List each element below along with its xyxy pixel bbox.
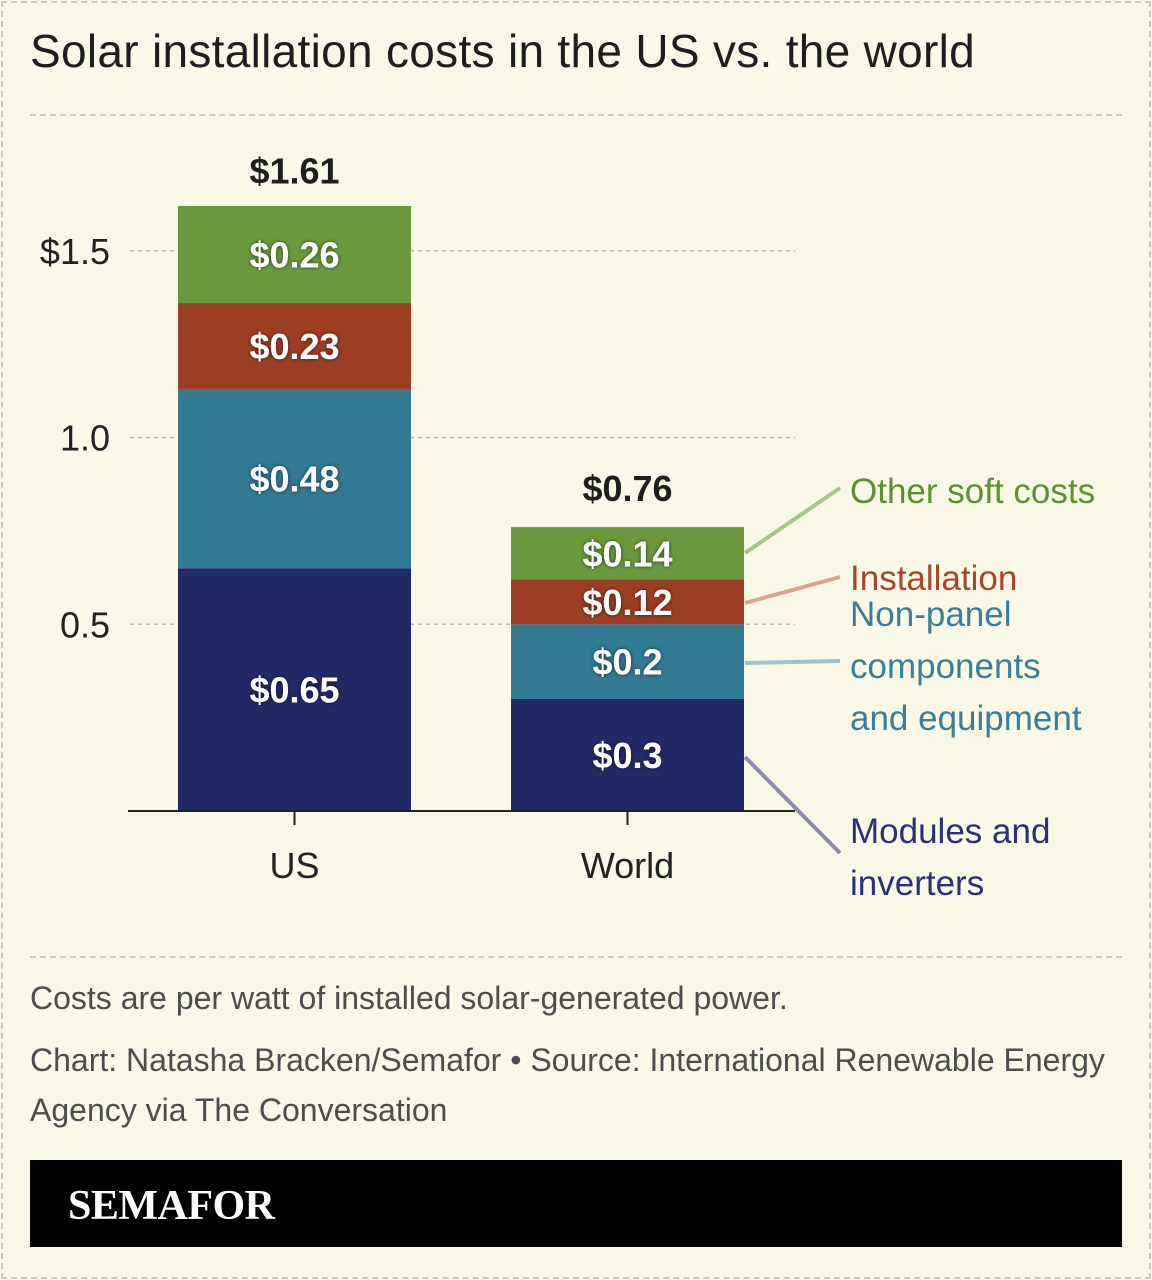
bar-segment bbox=[178, 303, 411, 389]
bar-segment bbox=[511, 624, 744, 699]
title-divider bbox=[30, 114, 1122, 116]
segment-value-label: $0.14 bbox=[582, 533, 672, 574]
segment-value-label: $0.12 bbox=[582, 582, 672, 623]
segment-value-label: $0.26 bbox=[249, 234, 339, 275]
x-tick-label: World bbox=[581, 845, 674, 886]
brand-bar: SEMAFOR bbox=[30, 1160, 1122, 1247]
segment-value-label: $0.23 bbox=[249, 326, 339, 367]
legend-leader-line bbox=[744, 659, 841, 665]
legend-leader-line bbox=[744, 575, 841, 605]
legend-leader-line bbox=[743, 486, 842, 555]
semafor-logo: SEMAFOR bbox=[68, 1183, 275, 1229]
footer-credit: Chart: Natasha Bracken/Semafor • Source:… bbox=[30, 1042, 1105, 1128]
y-tick-label: $1.5 bbox=[40, 231, 110, 272]
footer-divider bbox=[30, 956, 1122, 958]
legend-label: Installation bbox=[850, 559, 1017, 598]
total-value-label: $1.61 bbox=[249, 151, 339, 192]
bar-segment bbox=[511, 579, 744, 625]
y-tick-label: 0.5 bbox=[60, 604, 110, 645]
legend-label: Other soft costs bbox=[850, 472, 1095, 511]
legend-label: Modules and bbox=[850, 812, 1050, 851]
total-value-label: $0.76 bbox=[582, 468, 672, 509]
chart-title: Solar installation costs in the US vs. t… bbox=[30, 25, 976, 77]
segment-value-label: $0.65 bbox=[249, 670, 339, 711]
legend-label: components bbox=[850, 647, 1041, 686]
segment-value-label: $0.48 bbox=[249, 459, 339, 500]
segment-value-label: $0.2 bbox=[592, 642, 662, 683]
segment-value-label: $0.3 bbox=[592, 735, 662, 776]
legend-leader-line bbox=[743, 755, 842, 855]
footer-note: Costs are per watt of installed solar-ge… bbox=[30, 980, 788, 1016]
legend-label: and equipment bbox=[850, 699, 1082, 738]
bar-segment bbox=[178, 205, 411, 304]
bar-segment bbox=[178, 568, 411, 811]
legend-label: Non-panel bbox=[850, 595, 1012, 634]
bar-segment bbox=[511, 698, 744, 811]
bar-segment bbox=[511, 527, 744, 580]
legend-label: inverters bbox=[850, 864, 984, 903]
x-tick-label: US bbox=[269, 845, 319, 886]
bar-segment bbox=[178, 388, 411, 569]
y-tick-label: 1.0 bbox=[60, 418, 110, 459]
